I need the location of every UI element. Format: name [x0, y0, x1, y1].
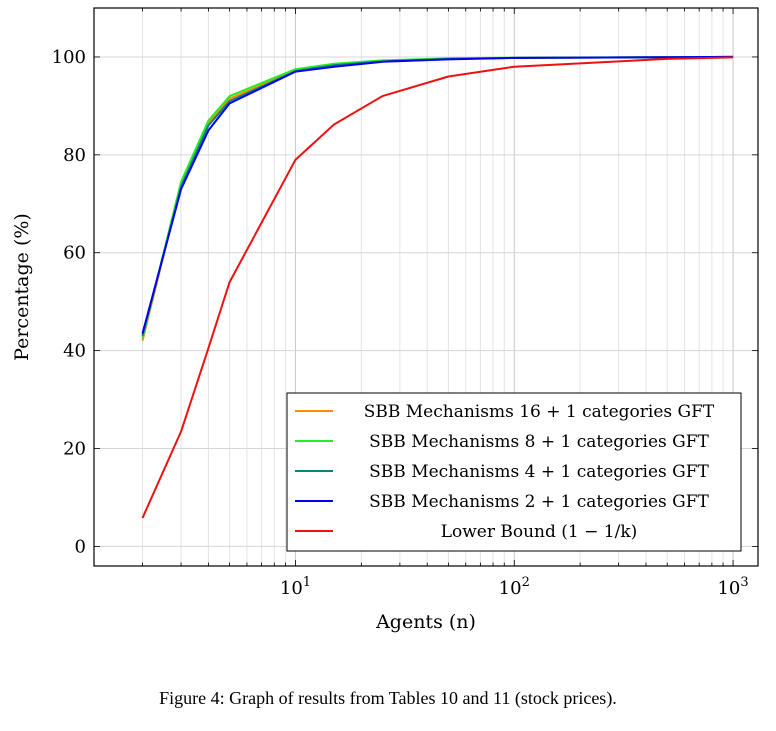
legend-label-1: SBB Mechanisms 16 + 1 categories GFT: [364, 402, 715, 422]
y-tick-label: 100: [52, 47, 86, 68]
x-tick-label: 103: [717, 575, 748, 599]
legend-label-5: Lower Bound (1 − 1/k): [441, 522, 638, 542]
plot-frame: [93, 7, 759, 567]
figure-caption: Figure 4: Graph of results from Tables 1…: [159, 688, 617, 708]
legend: SBB Mechanisms 16 + 1 categories GFT SBB …: [286, 392, 742, 552]
legend-box: [286, 392, 742, 552]
chart: 0 20 40 60 80 100 101 102 103 SBB Mechanisms 16 …: [11, 7, 759, 633]
x-tick-label: 101: [280, 575, 311, 599]
series-line-5: [141, 56, 734, 519]
legend-label-2: SBB Mechanisms 8 + 1 categories GFT: [369, 432, 709, 452]
series-group: [141, 55, 734, 519]
legend-label-4: SBB Mechanisms 2 + 1 categories GFT: [369, 492, 709, 512]
y-tick-label: 0: [75, 536, 86, 557]
x-axis-label: Agents (n): [375, 611, 476, 633]
y-axis-label: Percentage (%): [11, 213, 33, 361]
axis-ticks: 0 20 40 60 80 100 101 102 103: [52, 8, 758, 599]
y-tick-label: 20: [63, 439, 86, 460]
y-tick-label: 60: [63, 243, 86, 264]
series-line-4: [141, 55, 734, 334]
y-tick-label: 80: [63, 145, 86, 166]
series-line-2: [141, 55, 734, 339]
legend-label-3: SBB Mechanisms 4 + 1 categories GFT: [369, 462, 709, 482]
y-tick-label: 40: [63, 341, 86, 362]
x-tick-label: 102: [499, 575, 530, 599]
